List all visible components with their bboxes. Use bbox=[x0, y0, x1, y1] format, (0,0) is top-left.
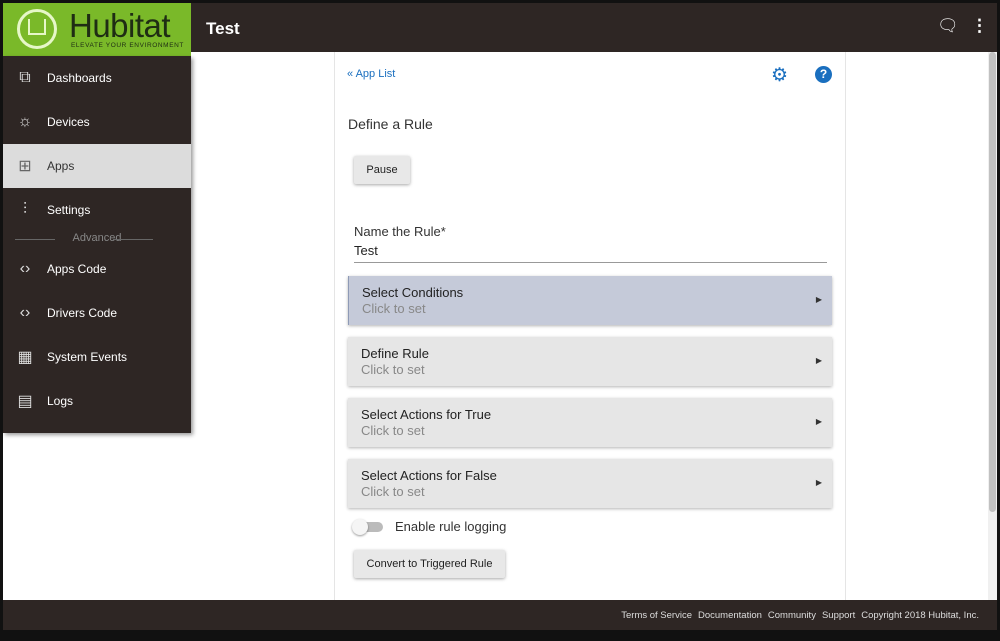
footer-link-community[interactable]: Community bbox=[767, 609, 816, 621]
pause-button[interactable]: Pause bbox=[354, 156, 410, 184]
sidebar-item-label: Devices bbox=[47, 115, 90, 129]
code-icon: ‹› bbox=[19, 304, 31, 321]
page-title: Test bbox=[206, 19, 240, 38]
section-title: Select Conditions bbox=[362, 285, 464, 300]
name-label: Name the Rule* bbox=[354, 224, 446, 239]
chat-icon[interactable]: 🗨 bbox=[937, 16, 959, 35]
sidebar-item-label: Apps Code bbox=[47, 262, 107, 276]
section-title: Select Actions for False bbox=[361, 468, 497, 483]
define-rule-section[interactable]: Define Rule Click to set ▶ bbox=[348, 337, 832, 386]
select-conditions-section[interactable]: Select Conditions Click to set ▶ bbox=[348, 276, 832, 325]
actions-true-section[interactable]: Select Actions for True Click to set ▶ bbox=[348, 398, 832, 447]
brand-tagline: ELEVATE YOUR ENVIRONMENT bbox=[71, 42, 185, 49]
sidebar-item-devices[interactable]: ☼ Devices bbox=[3, 100, 191, 144]
sidebar-item-system-events[interactable]: ▦ System Events bbox=[3, 335, 191, 379]
scrollbar-thumb[interactable] bbox=[989, 52, 996, 512]
section-subtitle: Click to set bbox=[362, 301, 426, 316]
footer: Terms of Service Documentation Community… bbox=[3, 600, 997, 630]
advanced-divider: Advanced bbox=[3, 232, 191, 247]
sliders-icon: ⫶ bbox=[22, 201, 27, 218]
sidebar-item-dashboards[interactable]: ⧉ Dashboards bbox=[3, 56, 191, 100]
logging-toggle[interactable] bbox=[352, 519, 383, 535]
sidebar-item-label: Logs bbox=[47, 394, 74, 408]
hubitat-logo[interactable]: Hubitat ELEVATE YOUR ENVIRONMENT bbox=[3, 3, 191, 56]
app-window: Test 🗨 ⋮ Hubitat ELEVATE YOUR ENVIRONMEN… bbox=[3, 3, 997, 630]
actions-false-section[interactable]: Select Actions for False Click to set ▶ bbox=[348, 459, 832, 508]
section-title: Define Rule bbox=[361, 346, 429, 361]
more-vert-icon[interactable]: ⋮ bbox=[971, 16, 988, 35]
sidebar-item-drivers-code[interactable]: ‹› Drivers Code bbox=[3, 291, 191, 335]
section-subtitle: Click to set bbox=[361, 362, 425, 377]
footer-link-terms[interactable]: Terms of Service bbox=[621, 609, 692, 621]
convert-button[interactable]: Convert to Triggered Rule bbox=[354, 550, 505, 578]
logo-circle bbox=[17, 9, 57, 49]
arrow-right-icon: ▶ bbox=[815, 356, 822, 365]
logging-label: Enable rule logging bbox=[395, 519, 507, 534]
section-heading: Define a Rule bbox=[348, 116, 433, 132]
bulb-icon: ☼ bbox=[17, 113, 33, 130]
name-input[interactable]: Test bbox=[354, 243, 827, 263]
house-icon bbox=[28, 19, 46, 35]
apps-icon: ⊞ bbox=[18, 158, 32, 175]
sidebar-item-logs[interactable]: ▤ Logs bbox=[3, 379, 191, 423]
document-icon: ▤ bbox=[17, 393, 33, 410]
help-icon[interactable]: ? bbox=[815, 66, 832, 83]
rule-panel: « App List ⚙ ? Define a Rule Pause Name … bbox=[334, 52, 846, 603]
copyright: Copyright 2018 Hubitat, Inc. bbox=[861, 609, 979, 621]
sidebar-item-settings[interactable]: ⫶ Settings bbox=[3, 188, 191, 232]
brand-name: Hubitat bbox=[69, 7, 171, 44]
sidebar-item-apps-code[interactable]: ‹› Apps Code bbox=[3, 247, 191, 291]
footer-link-support[interactable]: Support bbox=[821, 609, 856, 621]
dashboards-icon: ⧉ bbox=[19, 69, 31, 86]
gear-icon[interactable]: ⚙ bbox=[771, 65, 789, 86]
code-icon: ‹› bbox=[19, 260, 31, 277]
sidebar: ⧉ Dashboards ☼ Devices ⊞ Apps ⫶ Settings Adv… bbox=[3, 56, 191, 433]
app-list-link[interactable]: « App List bbox=[347, 68, 396, 80]
toggle-knob bbox=[352, 519, 368, 535]
sidebar-item-label: Dashboards bbox=[47, 71, 112, 85]
sidebar-item-label: Apps bbox=[47, 159, 75, 173]
arrow-right-icon: ▶ bbox=[815, 417, 822, 426]
sidebar-item-label: System Events bbox=[47, 350, 128, 364]
sidebar-item-label: Drivers Code bbox=[47, 306, 118, 320]
sidebar-item-apps[interactable]: ⊞ Apps bbox=[3, 144, 191, 188]
arrow-right-icon: ▶ bbox=[815, 478, 822, 487]
calendar-icon: ▦ bbox=[17, 349, 33, 366]
footer-link-documentation[interactable]: Documentation bbox=[698, 609, 762, 621]
section-subtitle: Click to set bbox=[361, 423, 425, 438]
scrollbar[interactable] bbox=[988, 52, 997, 603]
section-title: Select Actions for True bbox=[361, 407, 492, 422]
sidebar-item-label: Settings bbox=[47, 203, 91, 217]
section-subtitle: Click to set bbox=[361, 484, 425, 499]
arrow-right-icon: ▶ bbox=[815, 295, 822, 304]
